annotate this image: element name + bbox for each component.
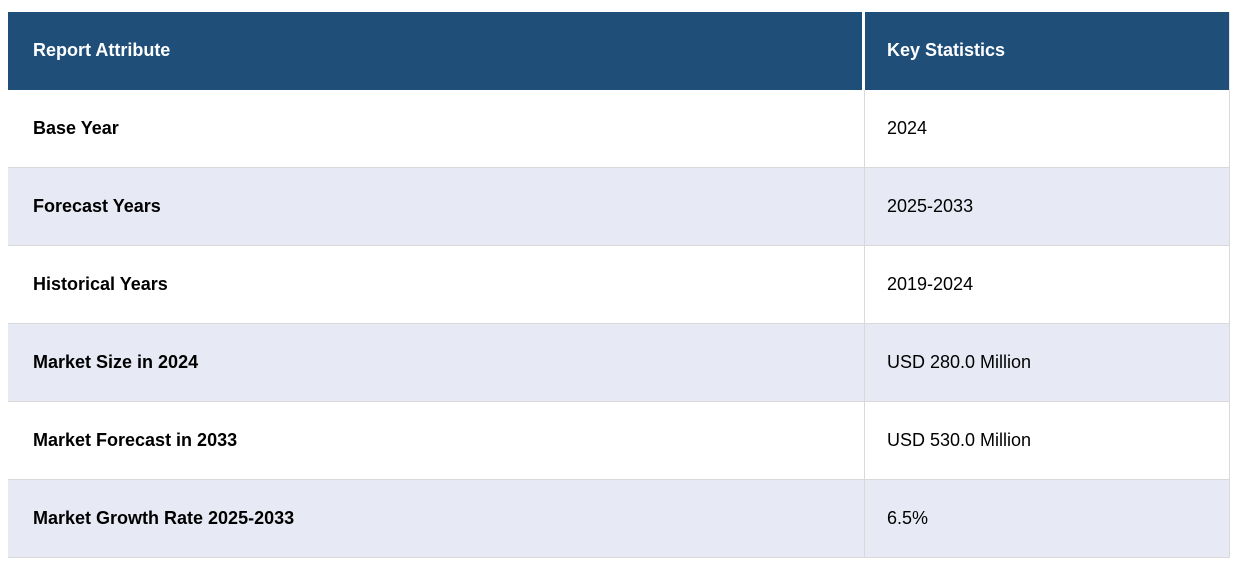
table-row-market-forecast: Market Forecast in 2033 USD 530.0 Millio… (8, 402, 1230, 480)
header-row: Report Attribute Key Statistics (8, 12, 1230, 90)
table-row-base-year: Base Year 2024 (8, 90, 1230, 168)
table-row-forecast-years: Forecast Years 2025-2033 (8, 168, 1230, 246)
table-row-historical-years: Historical Years 2019-2024 (8, 246, 1230, 324)
value-cell: USD 530.0 Million (865, 402, 1230, 480)
attribute-cell: Base Year (8, 90, 865, 168)
table-row-market-size: Market Size in 2024 USD 280.0 Million (8, 324, 1230, 402)
attribute-cell: Forecast Years (8, 168, 865, 246)
attribute-cell: Market Size in 2024 (8, 324, 865, 402)
value-cell: 2019-2024 (865, 246, 1230, 324)
value-cell: 6.5% (865, 480, 1230, 558)
value-cell: 2024 (865, 90, 1230, 168)
value-cell: USD 280.0 Million (865, 324, 1230, 402)
attribute-cell: Historical Years (8, 246, 865, 324)
column-header-key-statistics: Key Statistics (865, 12, 1230, 90)
column-header-report-attribute: Report Attribute (8, 12, 865, 90)
report-attributes-table: Report Attribute Key Statistics Base Yea… (8, 12, 1230, 558)
table-row-growth-rate: Market Growth Rate 2025-2033 6.5% (8, 480, 1230, 558)
attribute-cell: Market Growth Rate 2025-2033 (8, 480, 865, 558)
attribute-cell: Market Forecast in 2033 (8, 402, 865, 480)
value-cell: 2025-2033 (865, 168, 1230, 246)
